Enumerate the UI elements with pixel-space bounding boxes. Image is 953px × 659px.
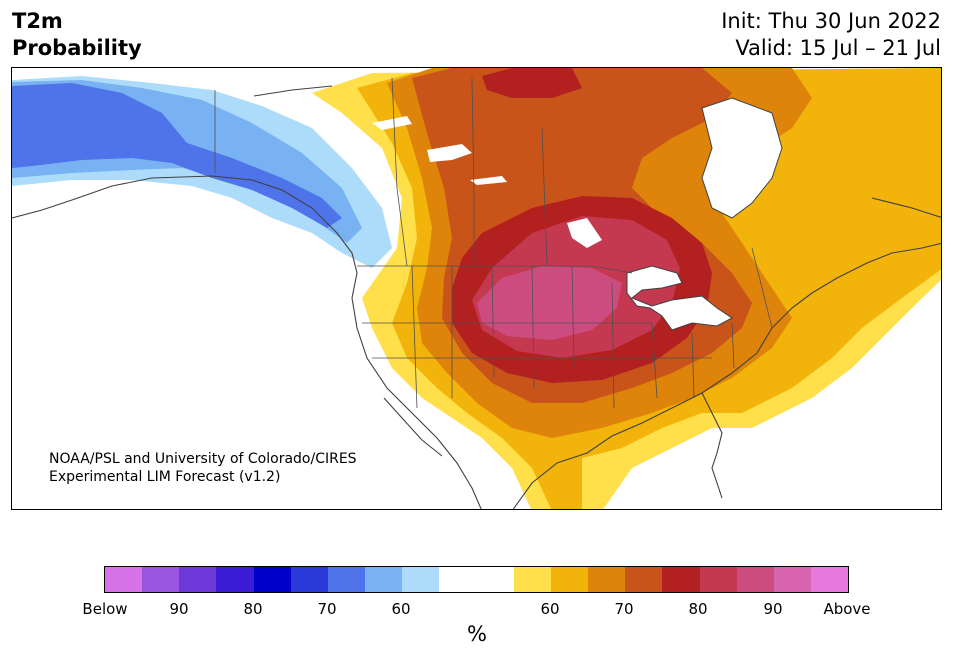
colorbar-swatch [662, 567, 700, 592]
hudson-bay [701, 97, 783, 219]
colorbar-swatch [550, 567, 589, 592]
colorbar-swatch [773, 567, 811, 592]
political-borders [214, 77, 773, 409]
colorbar-swatch [476, 567, 514, 592]
colorbar-tick-label: 60 [391, 600, 411, 618]
title-line-2: Probability [12, 36, 142, 60]
colorbar [104, 566, 849, 593]
map-title: T2m Probability [12, 8, 142, 62]
colorbar-tick-label: 90 [169, 600, 189, 618]
colorbar-swatch [327, 567, 366, 592]
init-date: Init: Thu 30 Jun 2022 [721, 9, 941, 33]
colorbar-swatch [513, 567, 551, 592]
colorbar-tick-label: 60 [540, 600, 560, 618]
northern-lakes [372, 116, 602, 248]
data-credit: NOAA/PSL and University of Colorado/CIRE… [49, 450, 357, 486]
colorbar-swatch [439, 567, 477, 592]
colorbar-swatch [216, 567, 254, 592]
map-canvas [12, 68, 941, 509]
title-line-1: T2m [12, 9, 63, 33]
valid-dates: Valid: 15 Jul – 21 Jul [735, 36, 941, 60]
colorbar-swatch [105, 567, 143, 592]
colorbar-swatch [290, 567, 328, 592]
great-lakes [626, 265, 733, 331]
colorbar-tick-label: 70 [317, 600, 337, 618]
colorbar-swatch [736, 567, 774, 592]
coastlines [12, 85, 941, 509]
probability-map [11, 67, 942, 510]
colorbar-tick-label: 90 [763, 600, 783, 618]
credit-line-1: NOAA/PSL and University of Colorado/CIRE… [49, 451, 357, 467]
colorbar-swatch [179, 567, 217, 592]
forecast-dates: Init: Thu 30 Jun 2022 Valid: 15 Jul – 21… [721, 8, 941, 62]
colorbar-swatch [588, 567, 626, 592]
colorbar-swatch [142, 567, 180, 592]
colorbar-tick-label: 80 [243, 600, 263, 618]
colorbar-tick-label: Below [82, 600, 128, 618]
colorbar-swatch [625, 567, 663, 592]
colorbar-swatch [699, 567, 737, 592]
colorbar-unit: % [467, 622, 487, 646]
colorbar-swatch [810, 567, 849, 592]
credit-line-2: Experimental LIM Forecast (v1.2) [49, 469, 281, 485]
colorbar-swatch [253, 567, 291, 592]
colorbar-tick-label: 70 [614, 600, 634, 618]
warm-band-90 [477, 266, 622, 340]
colorbar-swatch [402, 567, 440, 592]
cold-region-deep [12, 83, 342, 228]
colorbar-swatch [365, 567, 403, 592]
colorbar-tick-label: Above [823, 600, 871, 618]
colorbar-tick-label: 80 [688, 600, 708, 618]
